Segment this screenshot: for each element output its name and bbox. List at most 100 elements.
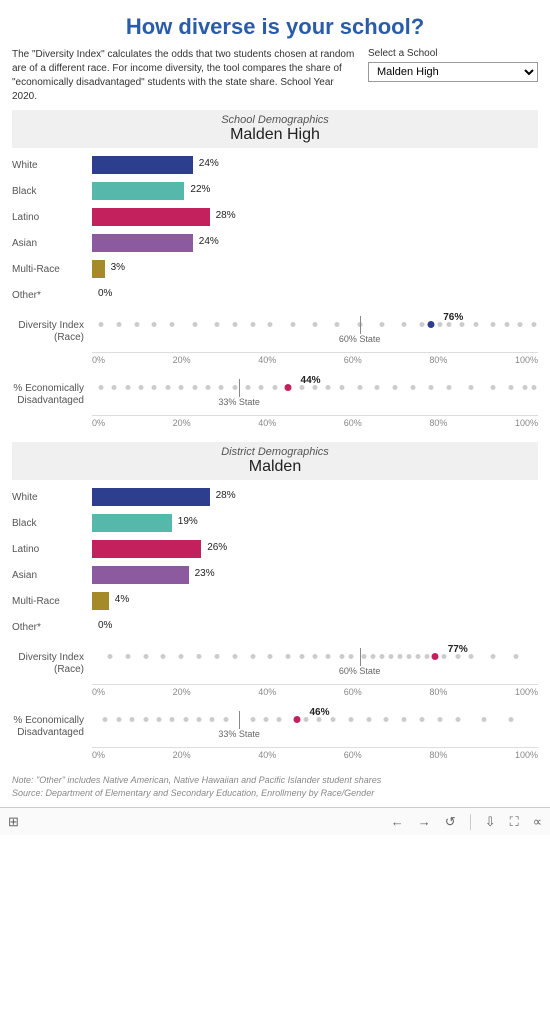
bar-chart: White24%Black22%Latino28%Asian24%Multi-R… (12, 152, 538, 308)
bar-row: White24% (12, 152, 538, 178)
bg-dot (437, 322, 442, 327)
school-select[interactable]: Malden High (368, 62, 538, 82)
axis-tick: 100% (515, 750, 538, 760)
bg-dot (424, 654, 429, 659)
bg-dot (143, 717, 148, 722)
bg-dot (370, 654, 375, 659)
bg-dot (402, 717, 407, 722)
bg-dot (277, 717, 282, 722)
bg-dot (437, 717, 442, 722)
dot-axis: 0%20%40%60%80%100% (92, 415, 538, 428)
bg-dot (531, 322, 536, 327)
state-marker (239, 711, 240, 729)
dot-track: 60% State76% (92, 316, 538, 338)
share-icon[interactable]: ∝ (533, 814, 542, 830)
bg-dot (339, 385, 344, 390)
bg-dot (170, 717, 175, 722)
bg-dot (304, 717, 309, 722)
bar-row: Black22% (12, 178, 538, 204)
bar-row: Other*0% (12, 614, 538, 640)
bg-dot (156, 717, 161, 722)
bar-row: Asian 23% (12, 562, 538, 588)
bg-dot (170, 322, 175, 327)
dot-chart-label: Diversity Index (Race) (12, 316, 92, 344)
bar-track: 4% (92, 592, 538, 610)
page-title: How diverse is your school? (12, 14, 538, 40)
bg-dot (379, 654, 384, 659)
revert-icon[interactable]: ↺ (445, 814, 456, 830)
bar-value: 23% (195, 568, 215, 579)
bg-dot (402, 322, 407, 327)
bg-dot (339, 654, 344, 659)
bar-value: 0% (98, 288, 112, 299)
bar-fill (92, 592, 109, 610)
bg-dot (152, 322, 157, 327)
bar-row: Multi-Race4% (12, 588, 538, 614)
section-subtitle: School Demographics (12, 114, 538, 126)
bg-dot (509, 385, 514, 390)
bar-track: 0% (92, 286, 538, 304)
axis-tick: 40% (258, 418, 276, 428)
bg-dot (531, 385, 536, 390)
bg-dot (250, 717, 255, 722)
bg-dot (103, 717, 108, 722)
bar-fill (92, 182, 184, 200)
bg-dot (219, 385, 224, 390)
fullscreen-icon[interactable]: ⛶ (510, 814, 519, 830)
bg-dot (286, 654, 291, 659)
bar-fill (92, 156, 193, 174)
axis-tick: 100% (515, 355, 538, 365)
redo-icon[interactable]: → (418, 814, 431, 829)
bar-row: Latino26% (12, 536, 538, 562)
bg-dot (326, 385, 331, 390)
bar-label: White (12, 160, 92, 171)
bg-dot (504, 322, 509, 327)
bar-value: 28% (216, 490, 236, 501)
bg-dot (246, 385, 251, 390)
highlight-dot (432, 653, 439, 660)
toolbar-separator (470, 814, 471, 830)
highlight-value: 76% (443, 312, 463, 323)
bar-track: 24% (92, 234, 538, 252)
bar-row: Black19% (12, 510, 538, 536)
bg-dot (326, 654, 331, 659)
bar-value: 3% (111, 262, 125, 273)
undo-icon[interactable]: ← (391, 814, 404, 829)
bg-dot (232, 385, 237, 390)
bg-dot (197, 654, 202, 659)
dot-chart: Diversity Index (Race)60% State77%0%20%4… (12, 648, 538, 697)
axis-tick: 60% (344, 687, 362, 697)
bg-dot (98, 385, 103, 390)
state-marker (360, 316, 361, 334)
dot-axis: 0%20%40%60%80%100% (92, 747, 538, 760)
section-name: Malden (12, 458, 538, 476)
bg-dot (513, 654, 518, 659)
bar-fill (92, 566, 189, 584)
bg-dot (143, 654, 148, 659)
bar-label: White (12, 492, 92, 503)
bg-dot (210, 717, 215, 722)
bg-dot (214, 322, 219, 327)
bar-row: Latino28% (12, 204, 538, 230)
axis-tick: 80% (429, 687, 447, 697)
bg-dot (330, 717, 335, 722)
highlight-dot (285, 384, 292, 391)
axis-tick: 40% (258, 750, 276, 760)
axis-tick: 40% (258, 687, 276, 697)
download-icon[interactable]: ⇩ (485, 814, 496, 830)
bar-track: 22% (92, 182, 538, 200)
bar-value: 4% (115, 594, 129, 605)
bg-dot (232, 322, 237, 327)
bar-label: Asian (12, 570, 92, 581)
bar-label: Black (12, 186, 92, 197)
footnote-line: Note: "Other" includes Native American, … (12, 774, 538, 787)
reset-icon[interactable]: ⊞ (8, 814, 19, 830)
section-subtitle: District Demographics (12, 446, 538, 458)
bg-dot (518, 322, 523, 327)
bg-dot (455, 717, 460, 722)
bar-chart: White 28% Black19%Latino26% Asian 23% Multi-R… (12, 484, 538, 640)
highlight-value: 77% (448, 644, 468, 655)
bg-dot (299, 654, 304, 659)
bar-track: 3% (92, 260, 538, 278)
bg-dot (509, 717, 514, 722)
